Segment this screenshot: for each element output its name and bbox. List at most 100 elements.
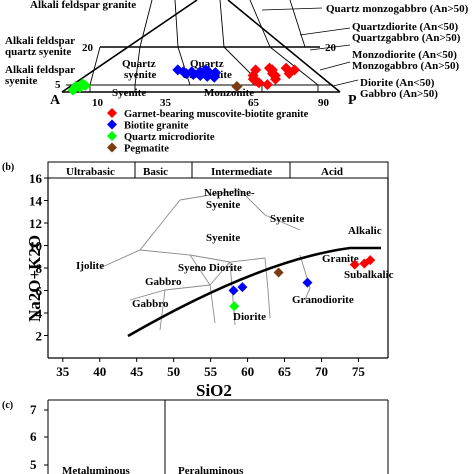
legend: Garnet-bearing muscovite-biotite granite… (107, 108, 309, 155)
tas-x-tick-label: 75 (352, 364, 366, 379)
qap-tick-20-right: 20 (325, 42, 337, 54)
tas-field-syeno-diorite: Syeno Diorite (178, 262, 242, 274)
qap-tick-10: 10 (92, 97, 104, 109)
tas-y-tick-label: 4 (36, 306, 43, 321)
qap-points (67, 62, 301, 96)
tas-y-tick-label: 10 (29, 239, 42, 254)
tas-zone-basic: Basic (143, 166, 168, 178)
tas-point (349, 259, 360, 270)
panel-c-ytick-7: 7 (30, 402, 37, 417)
qap-point (280, 62, 292, 74)
panel-c-letter: (c) (2, 400, 13, 411)
tas-points (228, 255, 376, 312)
panel-b-letter: (b) (2, 162, 14, 173)
tas-x-tick-label: 50 (167, 364, 180, 379)
qap-field-diorite: Diorite (An<50) (360, 77, 435, 89)
tas-alkaline-boundary-curve (127, 246, 381, 338)
tas-zone-ultrabasic: Ultrabasic (66, 166, 115, 178)
tas-x-tick-label: 65 (278, 364, 292, 379)
tas-zone-acid: Acid (321, 166, 343, 178)
qap-point (231, 80, 243, 92)
tas-field-ijolite: Ijolite (76, 260, 104, 272)
tas-x-tick-label: 60 (241, 364, 254, 379)
qap-corner-p: P (348, 93, 357, 108)
qap-field-quartzdiorite: Quartzdiorite (An<50) (352, 21, 459, 33)
panel-c-frame (44, 399, 389, 474)
qap-field-monzonite: Monzonite (204, 87, 254, 99)
qap-corner-a: A (50, 93, 61, 108)
qap-point (261, 79, 273, 91)
tas-field-nepheline-2: Syenite (206, 199, 240, 211)
qap-field-gabbro: Gabbro (An>50) (360, 88, 438, 100)
qap-field-monzogabbro: Monzogabbro (An>50) (352, 60, 460, 72)
tas-field-gabbro-lower: Gabbro (132, 298, 169, 310)
tas-zone-bar (47, 161, 389, 179)
qap-field-alkali-feldspar-qs-1: Alkali feldspar (5, 35, 75, 47)
tas-point (302, 277, 313, 288)
panel-c-field-peraluminous: Peraluminous (178, 465, 244, 474)
qap-point (76, 78, 88, 90)
qap-field-syenite: Syenite (112, 87, 146, 99)
tas-field-alkalic: Alkalic (348, 225, 382, 237)
tas-point (228, 285, 239, 296)
tas-y-tick-label: 14 (29, 194, 43, 209)
tas-x-tick-label: 70 (315, 364, 328, 379)
qap-edge-ticks: 20 20 5 10 35 65 90 (55, 42, 337, 109)
legend-marker-biotite (107, 119, 117, 130)
qap-left-labels: Alkali feldspar granite Alkali feldspar … (5, 0, 136, 87)
panel-c: (c) 7 6 5 Metaluminous Peraluminous (2, 399, 389, 474)
qap-point (172, 64, 184, 76)
qap-tick-90: 90 (318, 97, 330, 109)
tas-y-tick-label: 2 (36, 329, 43, 344)
tas-y-tick-label: 6 (36, 284, 43, 299)
qap-field-alkali-feldspar-s-2: syenite (5, 75, 38, 87)
tas-field-syenite-upper: Syenite (270, 213, 304, 225)
qap-field-quartz-monzogabbro: Quartz monzogabbro (An>50) (326, 3, 469, 15)
qap-field-alkali-feldspar-s-1: Alkali feldspar (5, 64, 75, 76)
tas-field-diorite: Diorite (233, 311, 266, 323)
qap-point (200, 64, 212, 76)
legend-label-microdiorite: Quartz microdiorite (124, 132, 215, 143)
qap-right-labels: Quartz monzogabbro (An>50) Quartzdiorite… (326, 3, 469, 100)
tas-x-tick-label: 45 (130, 364, 144, 379)
tas-field-granodiorite: Granodiorite (292, 294, 354, 306)
qap-panel: Alkali feldspar granite Alkali feldspar … (5, 0, 469, 155)
qap-field-alkali-feldspar-granite: Alkali feldspar granite (30, 0, 136, 11)
tas-point (365, 255, 376, 266)
qap-field-alkali-feldspar-qs-2: quartz syenite (5, 46, 71, 58)
tas-y-axis-label: Na2O+K2O (25, 235, 44, 322)
panel-c-ytick-6: 6 (30, 429, 37, 444)
qap-tick-5: 5 (55, 79, 61, 91)
legend-label-biotite: Biotite granite (124, 121, 189, 132)
qap-field-quartz-syenite-1: Quartz (122, 58, 156, 70)
tas-field-nepheline-1: Nepheline- (204, 187, 255, 199)
tas-field-subalkalic: Subalkalic (344, 269, 394, 281)
tas-point (237, 282, 248, 293)
legend-marker-garnet (107, 108, 117, 118)
tas-x-tick-label: 40 (93, 364, 106, 379)
qap-field-quartzgabbro: Quartzgabbro (An>50) (352, 32, 461, 44)
tas-y-tick-label: 16 (29, 171, 43, 186)
legend-marker-pegmatite (107, 142, 117, 153)
legend-label-pegmatite: Pegmatite (124, 144, 169, 155)
tas-y-tick-label: 8 (36, 261, 43, 276)
tas-y-ticks: 2 4 6 8 10 12 14 16 (29, 171, 48, 344)
legend-label-garnet: Garnet-bearing muscovite-biotite granite (124, 109, 309, 120)
qap-point (289, 64, 301, 76)
tas-panel: (b) Ultrabasic Basic Intermediate Acid (2, 161, 394, 400)
tas-y-tick-label: 12 (29, 216, 42, 231)
qap-tick-35: 35 (160, 97, 172, 109)
qap-point (209, 67, 221, 79)
qap-point (250, 64, 262, 76)
tas-field-gabbro-upper: Gabbro (145, 276, 182, 288)
tas-point (273, 267, 284, 278)
qap-point (263, 62, 275, 74)
legend-marker-microdiorite (107, 131, 117, 141)
panel-c-field-metaluminous: Metaluminous (62, 465, 131, 474)
tas-x-axis-label: SiO2 (196, 381, 232, 400)
qap-field-monzodiorite: Monzodiorite (An<50) (352, 49, 457, 61)
tas-x-tick-label: 55 (204, 364, 218, 379)
qap-point (186, 66, 198, 78)
tas-x-ticks: 35 40 45 50 55 60 65 70 75 (56, 358, 365, 379)
